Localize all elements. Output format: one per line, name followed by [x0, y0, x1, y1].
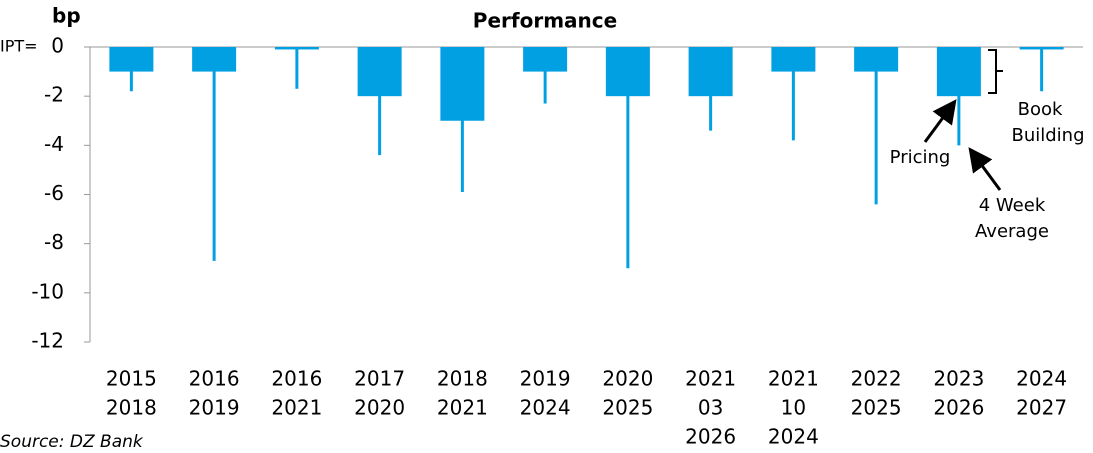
x-tick-label: 2016 — [271, 367, 322, 391]
annotation: Building — [1011, 125, 1084, 146]
y-tick-label: -8 — [44, 230, 64, 254]
source: Source: DZ Bank — [0, 432, 144, 452]
x-tick-label: 2021 — [271, 396, 322, 420]
annotation: 4 Week — [979, 195, 1046, 216]
x-tick-label: 2019 — [520, 367, 571, 391]
ipt-label: IPT= — [0, 37, 38, 56]
x-tick-label: 2024 — [1016, 367, 1067, 391]
x-tick-label: 2022 — [851, 367, 902, 391]
x-tick-label: 2020 — [354, 396, 405, 420]
annotation: Average — [975, 221, 1049, 242]
x-tick-label: 03 — [698, 396, 723, 420]
x-tick-label: 2025 — [602, 396, 653, 420]
x-tick-label: 2018 — [437, 367, 488, 391]
annotation: Pricing — [890, 147, 951, 168]
y-tick-label: -12 — [31, 329, 64, 353]
x-tick-label: 2021 — [685, 367, 736, 391]
y-tick-label: -6 — [44, 181, 64, 205]
x-tick-label: 2016 — [189, 367, 240, 391]
bracket — [988, 49, 1003, 94]
x-tick-label: 2027 — [1016, 396, 1067, 420]
x-tick-label: 2023 — [933, 367, 984, 391]
x-tick-label: 2017 — [354, 367, 405, 391]
chart-title: Performance — [473, 9, 617, 33]
x-tick-label: 2026 — [685, 425, 736, 449]
y-tick-label: -2 — [44, 83, 64, 107]
x-tick-label: 2021 — [437, 396, 488, 420]
x-tick-label: 2018 — [106, 396, 157, 420]
y-axis-label: bp — [52, 4, 81, 28]
x-tick-label: 10 — [781, 396, 806, 420]
x-tick-label: 2026 — [933, 396, 984, 420]
y-tick-label: -4 — [44, 132, 64, 156]
y-tick-label: 0 — [51, 34, 64, 58]
annotation: Book — [1018, 99, 1063, 120]
x-tick-label: 2019 — [189, 396, 240, 420]
x-tick-label: 2024 — [768, 425, 819, 449]
x-tick-label: 2021 — [768, 367, 819, 391]
arrow — [923, 99, 957, 143]
x-tick-label: 2025 — [851, 396, 902, 420]
y-tick-label: -10 — [31, 279, 64, 303]
arrow — [968, 147, 1002, 191]
x-tick-label: 2024 — [520, 396, 571, 420]
x-tick-label: 2015 — [106, 367, 157, 391]
x-tick-label: 2020 — [602, 367, 653, 391]
